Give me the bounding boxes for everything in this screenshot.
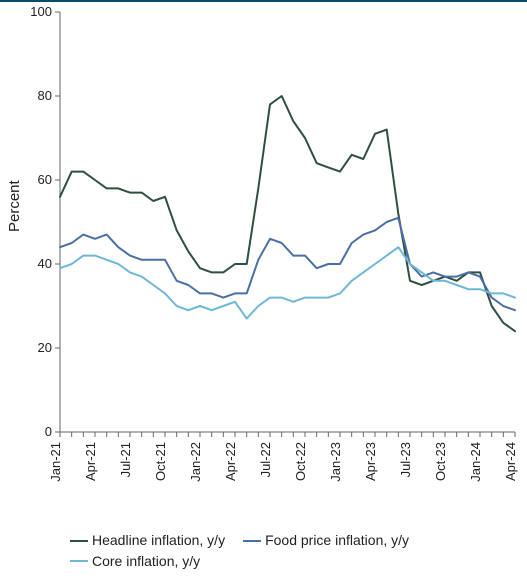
legend-label: Food price inflation, y/y (265, 532, 409, 550)
svg-text:40: 40 (38, 256, 52, 271)
legend-swatch (70, 540, 88, 542)
x-tick-label: Jan-21 (48, 442, 63, 482)
svg-text:100: 100 (30, 4, 52, 19)
series-line (60, 218, 515, 310)
x-tick-label: Apr-22 (223, 442, 238, 481)
x-tick-label: Jul-21 (118, 442, 133, 477)
x-tick-label: Oct-23 (433, 442, 448, 481)
x-tick-label: Apr-21 (83, 442, 98, 481)
x-tick-label: Jan-23 (328, 442, 343, 482)
legend-swatch (70, 560, 88, 562)
x-tick-label: Apr-23 (363, 442, 378, 481)
series-line (60, 247, 515, 318)
svg-text:60: 60 (38, 172, 52, 187)
svg-text:20: 20 (38, 340, 52, 355)
legend-label: Headline inflation, y/y (92, 532, 225, 550)
x-tick-label: Apr-24 (503, 442, 518, 481)
svg-text:80: 80 (38, 88, 52, 103)
legend: Headline inflation, y/y Food price inflat… (70, 529, 490, 571)
x-tick-label: Jul-23 (398, 442, 413, 477)
legend-item: Food price inflation, y/y (243, 532, 409, 550)
chart-canvas: 0 20 40 60 80 100 Jan-21 Apr-21 Jul-21 Oct-21 Jan-… (0, 2, 527, 578)
x-tick-label: Jan-22 (188, 442, 203, 482)
y-axis-label: Percent (6, 180, 23, 232)
x-tick-label: Jan-24 (468, 442, 483, 482)
legend-label: Core inflation, y/y (92, 553, 200, 571)
legend-swatch (243, 540, 261, 542)
x-tick-label: Jul-22 (258, 442, 273, 477)
svg-text:0: 0 (45, 424, 52, 439)
x-tick-label: Oct-21 (153, 442, 168, 481)
series-line (60, 96, 515, 331)
legend-item: Headline inflation, y/y (70, 532, 225, 550)
x-tick-label: Oct-22 (293, 442, 308, 481)
legend-item: Core inflation, y/y (70, 553, 200, 571)
inflation-line-chart: 0 20 40 60 80 100 Jan-21 Apr-21 Jul-21 Oct-21 Jan-… (0, 0, 527, 576)
